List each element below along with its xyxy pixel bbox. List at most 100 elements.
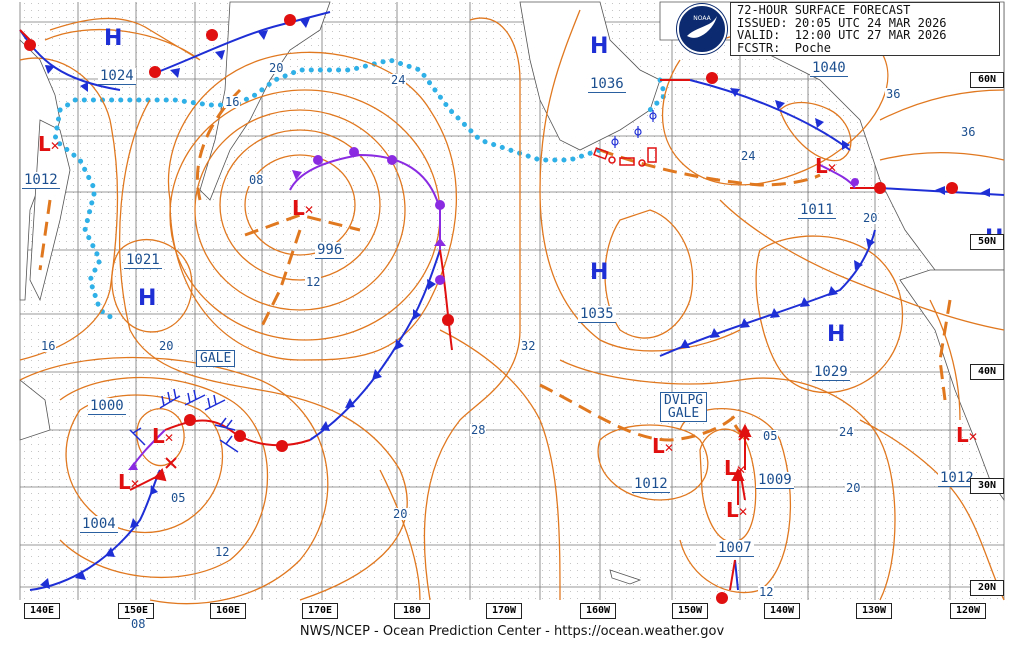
- forecast-header: 72-HOUR SURFACE FORECAST ISSUED: 20:05 UT…: [730, 2, 1000, 56]
- low-center-x-icon: ✕: [130, 477, 141, 491]
- low-pressure-value: 1012: [22, 172, 60, 189]
- low-center-x-icon: ✕: [736, 463, 747, 477]
- high-pressure-value: 1035: [578, 306, 616, 323]
- low-pressure-symbol: L: [724, 456, 737, 480]
- isobar-value-label: 28: [470, 423, 487, 437]
- gale-label: GALE: [200, 351, 232, 366]
- low-pressure-symbol: L: [815, 154, 828, 178]
- header-forecaster: FCSTR: Poche: [737, 40, 831, 55]
- dvlpg-label: DVLPG: [664, 393, 704, 408]
- isobar-low-1000b: [59, 376, 268, 578]
- header-title: 72-HOUR SURFACE FORECAST: [737, 3, 911, 17]
- isobar-value-label: 08: [248, 173, 265, 187]
- isobar-1020-south: [118, 99, 408, 601]
- low-pressure-symbol: L: [652, 434, 665, 458]
- isobar-low-1000a: [65, 394, 224, 534]
- low-pressure-symbol: L: [292, 196, 305, 220]
- isobar-low-1009: [679, 407, 792, 594]
- isobar-value-label: 16: [224, 95, 241, 109]
- isobar-1020-east: [559, 359, 896, 601]
- isobar-ne-2: [879, 89, 1005, 121]
- isobar-value-label: 12: [305, 275, 322, 289]
- low-center-x-icon: ✕: [164, 431, 175, 445]
- isobars: [19, 9, 1005, 605]
- low-pressure-symbol: L: [118, 470, 131, 494]
- low-pressure-symbol: L: [38, 132, 51, 156]
- coastlines: [19, 1, 1005, 585]
- kamchatka: [199, 1, 331, 201]
- isobar-1000: [244, 154, 356, 256]
- isobar-1032-high: [604, 209, 694, 339]
- japan-south: [19, 379, 51, 441]
- cold-front-north: [149, 11, 331, 76]
- ice-symbols: [611, 110, 657, 148]
- longitude-label: 160E: [210, 603, 246, 619]
- cold-fronts: [19, 11, 1005, 591]
- latitude-label: 60N: [970, 72, 1004, 88]
- isobar-value-label: 36: [960, 125, 977, 139]
- cold-front-central: [309, 249, 441, 441]
- high-pressure-symbol: H: [104, 26, 123, 51]
- latitude-label: 20N: [970, 580, 1004, 596]
- noaa-logo-icon: NOAA: [677, 4, 727, 54]
- aleutian-marks: [593, 147, 657, 167]
- isobar-low-1007: [699, 428, 757, 543]
- cold-front-nw: [19, 29, 121, 91]
- noaa-logo-text: NOAA: [693, 15, 711, 22]
- low-pressure-value: 1012: [938, 470, 976, 487]
- low-center-x-icon: ✕: [968, 430, 979, 444]
- isobar-ne-3: [879, 151, 1005, 161]
- longitude-label: 170E: [302, 603, 338, 619]
- longitude-label: 120W: [950, 603, 986, 619]
- low-center-x-icon: ✕: [50, 139, 61, 153]
- low-pressure-value: 1009: [756, 472, 794, 489]
- isobar-low-1011: [779, 101, 852, 162]
- dvlpg-gale-label: GALE: [667, 406, 700, 421]
- isobar-se-1: [859, 419, 1005, 601]
- low-pressure-value: 1004: [80, 516, 118, 533]
- latitude-label: 50N: [970, 234, 1004, 250]
- low-pressure-value: 1011: [798, 202, 836, 219]
- low-pressure-value: 1000: [88, 398, 126, 415]
- footer-credit: NWS/NCEP - Ocean Prediction Center - htt…: [299, 624, 725, 639]
- isobar-1016-south: [379, 469, 421, 601]
- header-valid: VALID: 12:00 UTC 27 MAR 2026: [737, 28, 947, 42]
- longitude-label: 160W: [580, 603, 616, 619]
- high-pressure-symbol: H: [590, 260, 609, 285]
- isobar-value-label: 20: [392, 507, 409, 521]
- isobar-value-label: 24: [390, 73, 407, 87]
- low-center-x-icon: ✕: [827, 161, 838, 175]
- isobar-value-label: 16: [40, 339, 57, 353]
- isobar-1028: [539, 9, 741, 352]
- isobar-low-1000c: [19, 356, 329, 605]
- low-position-marks: [165, 429, 750, 469]
- header-issued: ISSUED: 20:05 UTC 24 MAR 2026: [737, 15, 947, 30]
- cold-front-west: [29, 469, 161, 591]
- isobar-1020-high: [111, 238, 193, 333]
- cold-front-gulf: [689, 79, 851, 151]
- high-pressure-value: 1036: [588, 76, 626, 93]
- isobar-value-label: 24: [838, 425, 855, 439]
- isobar-value-label: 24: [740, 149, 757, 163]
- isobar-value-label: 05: [170, 491, 187, 505]
- isobar-1016: [167, 51, 458, 361]
- isobar-value-label: 32: [520, 339, 537, 353]
- low-center-x-icon: ✕: [304, 203, 315, 217]
- high-pressure-value: 1024: [98, 68, 136, 85]
- isobar-1020-north: [44, 17, 201, 61]
- isobar-se-2: [929, 299, 961, 421]
- isobar-1024-central: [423, 17, 521, 601]
- wind-barbs: [129, 388, 239, 453]
- longitude-label: 140W: [764, 603, 800, 619]
- cold-front-south: [734, 559, 739, 591]
- low-pressure-value: 1012: [632, 476, 670, 493]
- longitude-label: 140E: [24, 603, 60, 619]
- isobar-1028-south: [439, 329, 561, 601]
- lat-lon-grid: [19, 2, 1005, 600]
- isobar-value-label: 05: [762, 429, 779, 443]
- isobar-1004: [219, 129, 381, 281]
- longitude-label: 180: [394, 603, 430, 619]
- noaa-logo-graphic: NOAA: [687, 15, 717, 38]
- longitude-label: 150W: [672, 603, 708, 619]
